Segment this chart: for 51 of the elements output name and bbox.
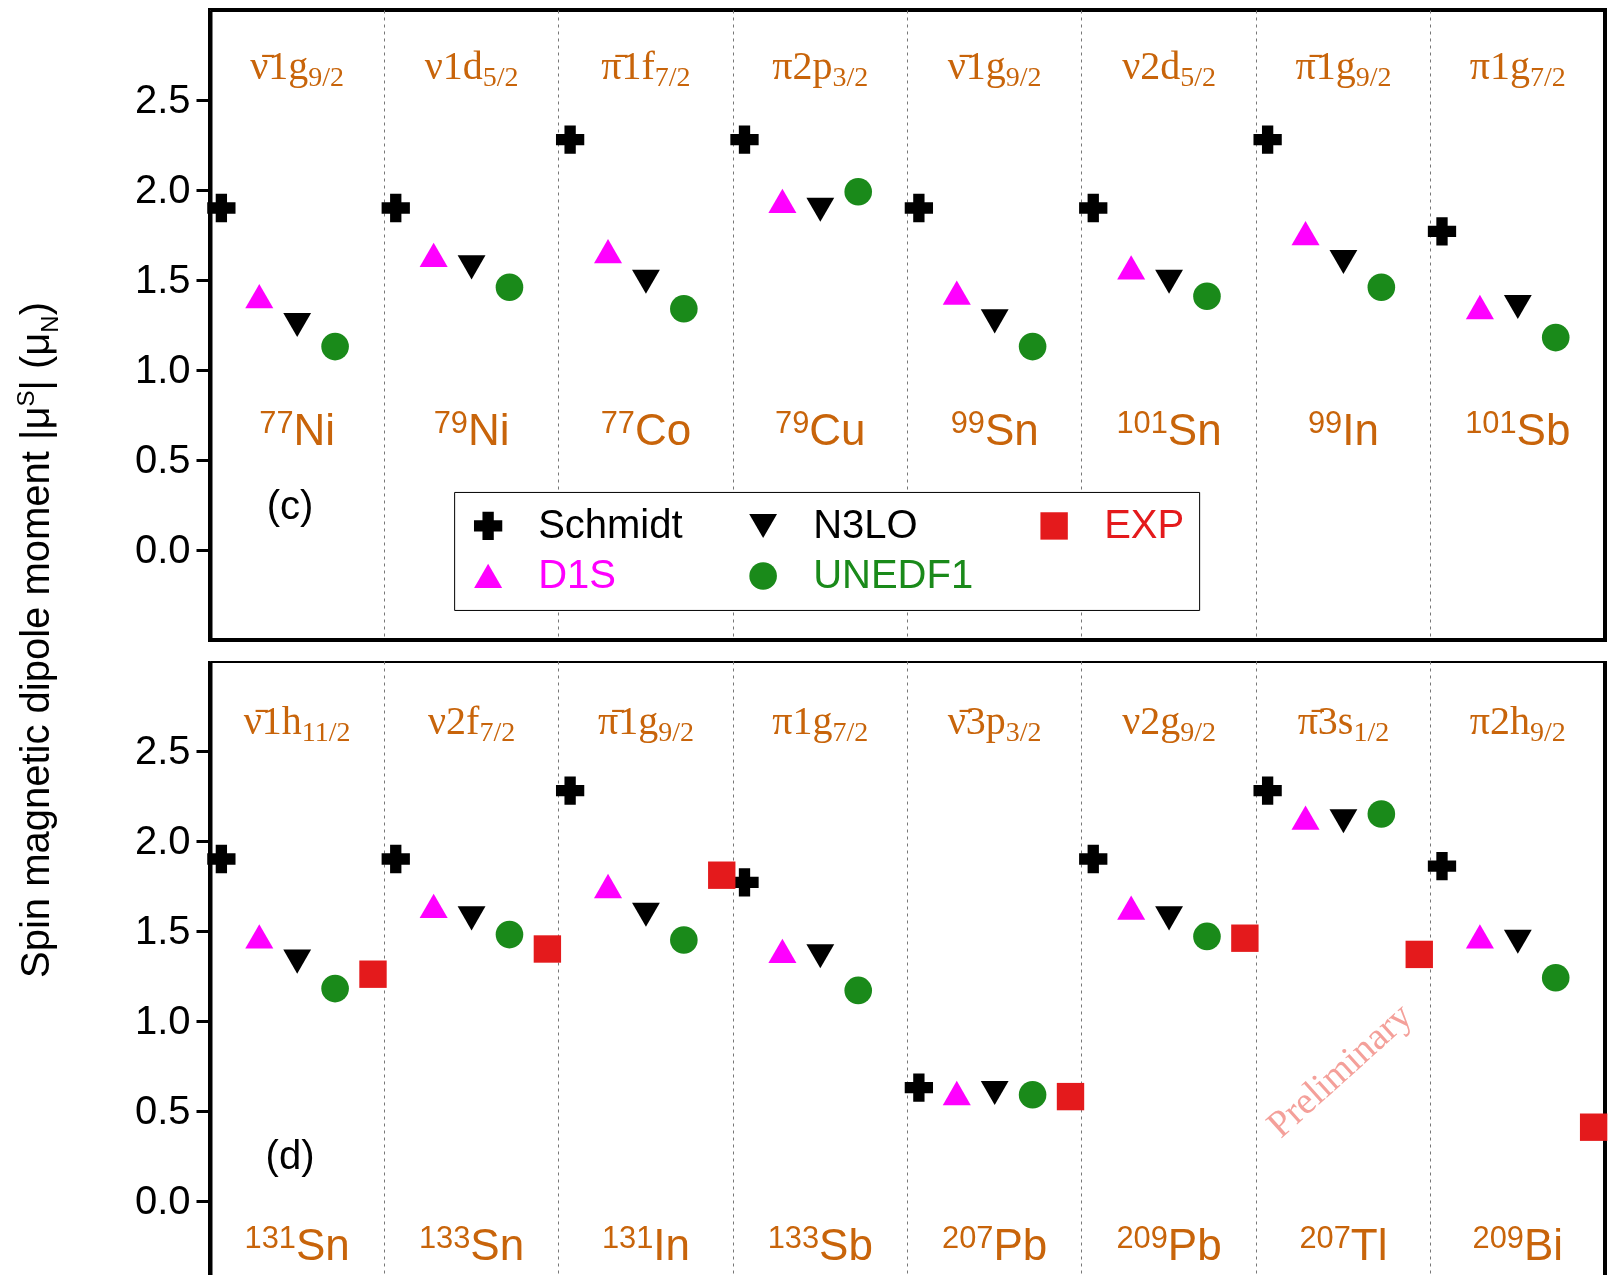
- y-tick-label: 1.0: [134, 346, 191, 391]
- legend-label: UNEDF1: [813, 551, 974, 596]
- category-label: $^{79}$Ni: [433, 404, 510, 454]
- annotation: ν2g$_{9/2}$: [1122, 698, 1216, 747]
- y-tick-label: 2.0: [134, 166, 191, 211]
- category-label: $^{133}$Sb: [767, 1219, 873, 1269]
- annotation: ν1d$_{5/2}$: [424, 43, 519, 92]
- category-label: $^{131}$Sn: [244, 1219, 350, 1269]
- y-tick-label: 0.5: [134, 436, 191, 481]
- annotation: π2h$_{9/2}$: [1469, 698, 1566, 747]
- category-label: $^{207}$Pb: [942, 1219, 1048, 1269]
- y-tick-label: 0.0: [134, 526, 191, 571]
- category-label: $^{77}$Co: [600, 404, 692, 454]
- annotation: π̄1g$_{9/2}$: [1295, 43, 1392, 92]
- annotation: π̄1g$_{9/2}$: [597, 698, 694, 747]
- category-label: $^{101}$Sn: [1116, 404, 1222, 454]
- y-tick-label: 2.0: [134, 817, 191, 862]
- category-label: $^{209}$Pb: [1116, 1219, 1222, 1269]
- annotation: π̄3s$_{1/2}$: [1297, 698, 1390, 747]
- y-tick-label: 1.5: [134, 907, 191, 952]
- category-label: $^{207}$Tl: [1299, 1219, 1388, 1269]
- annotation: ν̄1h$_{11/2}$: [243, 698, 351, 747]
- category-label: $^{79}$Cu: [775, 404, 866, 454]
- category-label: $^{133}$Sn: [418, 1219, 525, 1269]
- annotation: π1g$_{7/2}$: [772, 698, 869, 747]
- y-tick-label: 0.0: [134, 1177, 191, 1222]
- category-label: $^{99}$In: [1307, 404, 1379, 454]
- y-tick-label: 0.5: [134, 1087, 191, 1132]
- annotation: ν2f$_{7/2}$: [427, 698, 516, 747]
- legend-label: N3LO: [813, 501, 918, 546]
- annotation: π1g$_{7/2}$: [1469, 43, 1566, 92]
- category-label: $^{131}$In: [601, 1219, 690, 1269]
- y-tick-label: 1.0: [134, 997, 191, 1042]
- legend-label: D1S: [538, 551, 616, 596]
- category-label: $^{77}$Ni: [259, 404, 336, 454]
- annotation: ν̄1g$_{9/2}$: [250, 43, 345, 92]
- annotation: (c): [266, 483, 314, 527]
- y-tick-label: 1.5: [134, 256, 191, 301]
- annotation: π̄1f$_{7/2}$: [601, 43, 691, 92]
- legend-label: EXP: [1104, 501, 1185, 546]
- y-tick-label: 2.5: [134, 727, 191, 772]
- category-label: $^{209}$Bi: [1472, 1219, 1564, 1269]
- annotation: π2p$_{3/2}$: [772, 43, 869, 92]
- annotation: ν̄1g$_{9/2}$: [947, 43, 1042, 92]
- annotation: ν̄3p$_{3/2}$: [947, 698, 1042, 747]
- y-tick-label: 2.5: [134, 76, 191, 121]
- category-label: $^{99}$Sn: [950, 404, 1039, 454]
- category-label: $^{101}$Sb: [1465, 404, 1571, 454]
- legend-label: Schmidt: [538, 501, 683, 546]
- annotation: ν2d$_{5/2}$: [1122, 43, 1216, 92]
- annotation: (d): [265, 1133, 315, 1177]
